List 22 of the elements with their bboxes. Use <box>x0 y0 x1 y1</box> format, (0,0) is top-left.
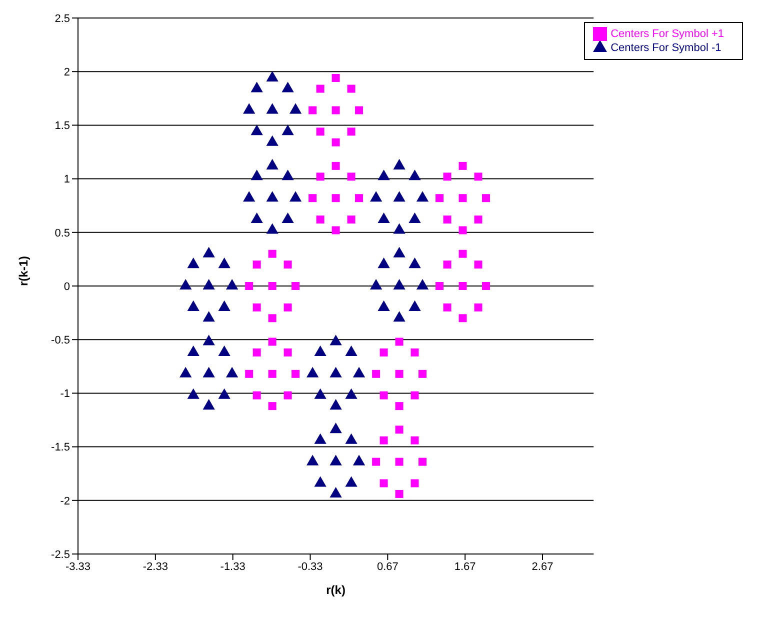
y-tick-label: -1.5 <box>51 442 70 454</box>
legend-label: Centers For Symbol -1 <box>610 42 722 54</box>
x-tick-label: -1.33 <box>220 560 246 573</box>
x-tick-label: 1.67 <box>454 560 476 573</box>
y-tick-label: -1 <box>60 388 70 400</box>
legend-label: Centers For Symbol +1 <box>610 28 724 40</box>
x-tick-label: -3.33 <box>65 560 91 573</box>
y-tick-label: 0 <box>64 280 70 293</box>
x-tick-label: 0.67 <box>376 560 398 573</box>
y-tick-label: 1.5 <box>54 120 70 132</box>
y-tick-label: -0.5 <box>51 334 70 347</box>
x-axis-title: r(k) <box>326 583 346 597</box>
x-tick-label: 2.67 <box>532 560 554 573</box>
y-tick-label: 2.5 <box>54 12 70 25</box>
y-tick-label: -2 <box>60 495 70 508</box>
y-axis-title: r(k-1) <box>16 256 30 286</box>
y-tick-label: 0.5 <box>54 227 70 240</box>
y-tick-label: 2 <box>64 66 70 79</box>
y-tick-label: 1 <box>64 174 70 186</box>
y-tick-label: -2.5 <box>51 548 70 561</box>
x-tick-label: -0.33 <box>298 560 323 573</box>
x-tick-label: -2.33 <box>142 560 168 573</box>
